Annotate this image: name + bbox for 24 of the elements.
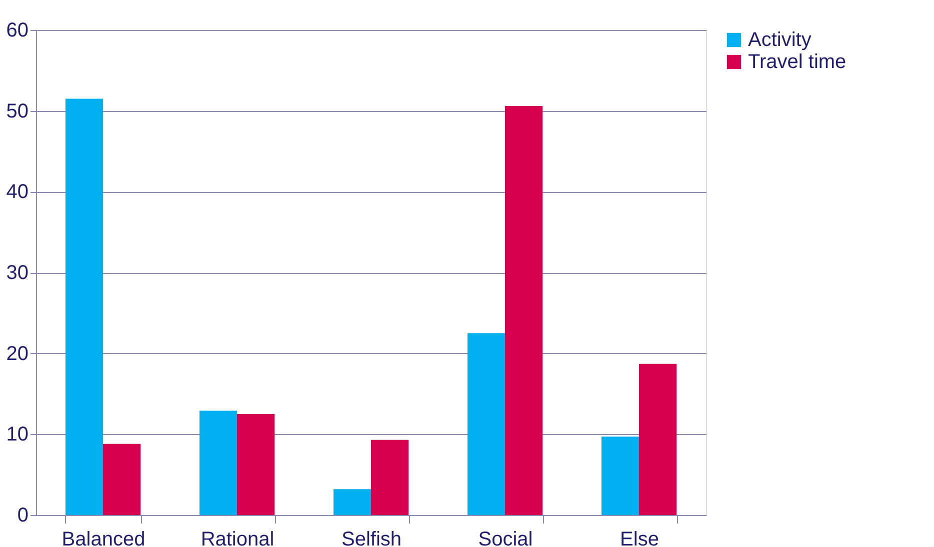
x-tick-label: Social <box>478 528 533 547</box>
y-tick-label: 20 <box>6 342 28 365</box>
bar <box>199 410 237 515</box>
bar <box>601 436 639 515</box>
y-tick-label: 50 <box>6 100 28 122</box>
bar <box>639 364 677 515</box>
y-tick-label: 0 <box>17 504 28 526</box>
x-tick-label: Else <box>620 528 659 547</box>
bar <box>505 106 543 515</box>
legend-label: Activity <box>748 29 812 51</box>
bar <box>467 333 505 515</box>
bar <box>333 489 371 515</box>
bar <box>237 414 275 515</box>
legend-label: Travel time <box>748 51 846 73</box>
y-tick-label: 30 <box>6 262 28 284</box>
bar <box>65 98 103 515</box>
bar <box>103 444 141 515</box>
x-tick-label: Rational <box>200 528 274 547</box>
y-tick-label: 10 <box>6 424 28 446</box>
bar <box>371 440 409 515</box>
x-tick-label: Selfish <box>341 528 402 547</box>
x-tick-label: Balanced <box>62 528 146 547</box>
y-tick-label: 40 <box>6 181 28 204</box>
y-tick-label: 60 <box>6 20 28 42</box>
